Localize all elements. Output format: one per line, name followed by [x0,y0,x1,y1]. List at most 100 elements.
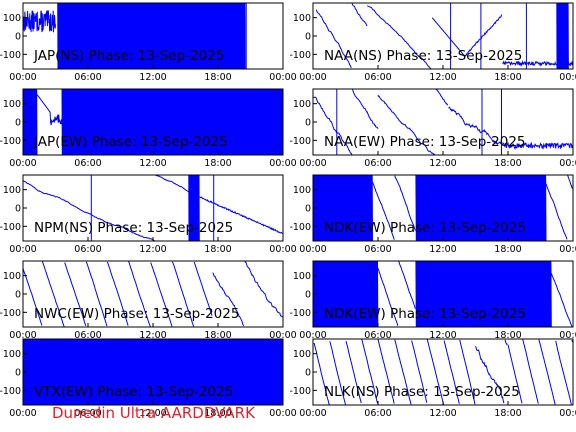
x-tick-label: 06:00 [364,408,391,419]
x-tick-label: 00:00 [299,408,326,419]
trace-segment [352,89,379,129]
trace-segment [23,10,56,33]
x-tick-label: 06:00 [74,330,101,341]
x-tick-label: 12:00 [429,72,456,83]
trace-segment [567,175,573,189]
trace-segment [367,5,432,69]
trace-segment [188,175,200,241]
phase-trace [23,339,283,405]
trace-segment [361,339,378,404]
panel-title: JAP(NS) Phase: 13-Sep-2025 [33,48,224,64]
x-tick-label: 06:00 [364,72,391,83]
trace-segment [313,175,373,241]
x-tick-label: 00:00 [559,72,576,83]
x-tick-label: 00:00 [299,244,326,255]
chart-panel: 100 0 -100 00:00 06:00 12:00 18:00 00:00 NWC(EW)… [0,260,297,341]
trace-segment [121,340,144,403]
y-tick-label: -100 [0,386,21,397]
chart-panel: 100 0 -100 00:00 06:00 12:00 18:00 00:00 JAP(EW)… [0,88,297,169]
x-tick-label: 06:00 [364,158,391,169]
x-tick-label: 18:00 [494,330,521,341]
trace-segment [161,339,183,404]
y-tick-label: 0 [15,204,21,215]
trace-segment [504,339,508,346]
trace-segment [507,344,523,404]
phase-trace [313,339,573,405]
x-tick-label: 12:00 [429,158,456,169]
trace-segment [555,340,572,405]
trace-segment [345,340,362,404]
trace-segment [172,261,195,327]
y-tick-label: 100 [3,185,21,196]
x-tick-label: 00:00 [9,158,36,169]
panel-title: NAA(EW) Phase: 13-Sep-2025 [324,134,526,150]
phase-trace [23,3,247,69]
trace-segment [550,273,573,327]
trace-segment [61,89,283,155]
trace-segment [571,340,573,343]
y-tick-label: 100 [293,13,311,24]
x-tick-label: 06:00 [364,244,391,255]
x-tick-label: 18:00 [204,408,231,419]
x-tick-label: 00:00 [269,408,296,419]
trace-segment [545,183,568,240]
chart-panel: 100 0 -100 00:00 06:00 12:00 18:00 00:00 JAP(NS)… [0,2,297,83]
y-tick-label: 100 [293,185,311,196]
x-tick-label: 12:00 [429,408,456,419]
chart-panel: 100 0 -100 00:00 06:00 12:00 18:00 00:00 NPM(NS)… [0,174,297,255]
x-tick-label: 18:00 [494,72,521,83]
x-tick-label: 00:00 [299,330,326,341]
x-tick-label: 12:00 [139,244,166,255]
trace-segment [23,89,38,155]
y-tick-label: 0 [305,290,311,301]
trace-segment [143,339,163,404]
phase-trace [313,261,573,327]
x-tick-label: 00:00 [559,244,576,255]
y-tick-label: 0 [15,368,21,379]
y-tick-label: -100 [0,136,21,147]
y-tick-label: 0 [15,32,21,43]
x-tick-label: 12:00 [139,72,166,83]
trace-segment [61,341,80,405]
trace-segment [79,341,100,404]
y-tick-label: 100 [293,271,311,282]
phase-trace [313,175,573,241]
y-tick-label: 100 [293,99,311,110]
panel-title: NAA(NS) Phase: 13-Sep-2025 [324,48,522,64]
trace-segment [435,89,449,106]
x-tick-label: 00:00 [269,158,296,169]
trace-segment [193,261,213,316]
trace-segment [64,262,87,327]
y-tick-label: 0 [15,290,21,301]
chart-panel: 100 0 -100 00:00 06:00 12:00 18:00 00:00 NDK(EW)… [289,260,576,341]
trace-segment [150,262,173,327]
trace-segment [377,94,435,155]
panel-title: NPM(NS) Phase: 13-Sep-2025 [34,220,233,236]
panel-title: JAP(EW) Phase: 13-Sep-2025 [33,134,228,150]
phase-trace [23,89,283,155]
x-tick-label: 00:00 [559,408,576,419]
trace-segment [244,261,283,318]
trace-segment [36,94,63,126]
trace-segment [128,261,151,327]
y-tick-label: -100 [289,308,311,319]
x-tick-label: 12:00 [139,158,166,169]
trace-segment [107,261,129,326]
trace-segment [431,14,503,57]
x-tick-label: 18:00 [204,72,231,83]
panel-title: NWC(EW) Phase: 13-Sep-2025 [34,306,239,322]
trace-segment [556,3,569,69]
x-tick-label: 18:00 [204,330,231,341]
x-tick-label: 06:00 [74,158,101,169]
trace-segment [315,9,352,69]
y-tick-label: 100 [3,99,21,110]
y-tick-label: 0 [15,118,21,129]
trace-segment [23,180,156,241]
x-tick-label: 12:00 [139,330,166,341]
trace-segment [459,339,476,405]
y-tick-label: 100 [3,271,21,282]
trace-segment [502,141,573,150]
trace-segment [475,346,505,404]
chart-panel: 100 0 -100 00:00 06:00 12:00 18:00 00:00 NLK(NS)… [289,338,576,419]
trace-segment [313,261,379,327]
